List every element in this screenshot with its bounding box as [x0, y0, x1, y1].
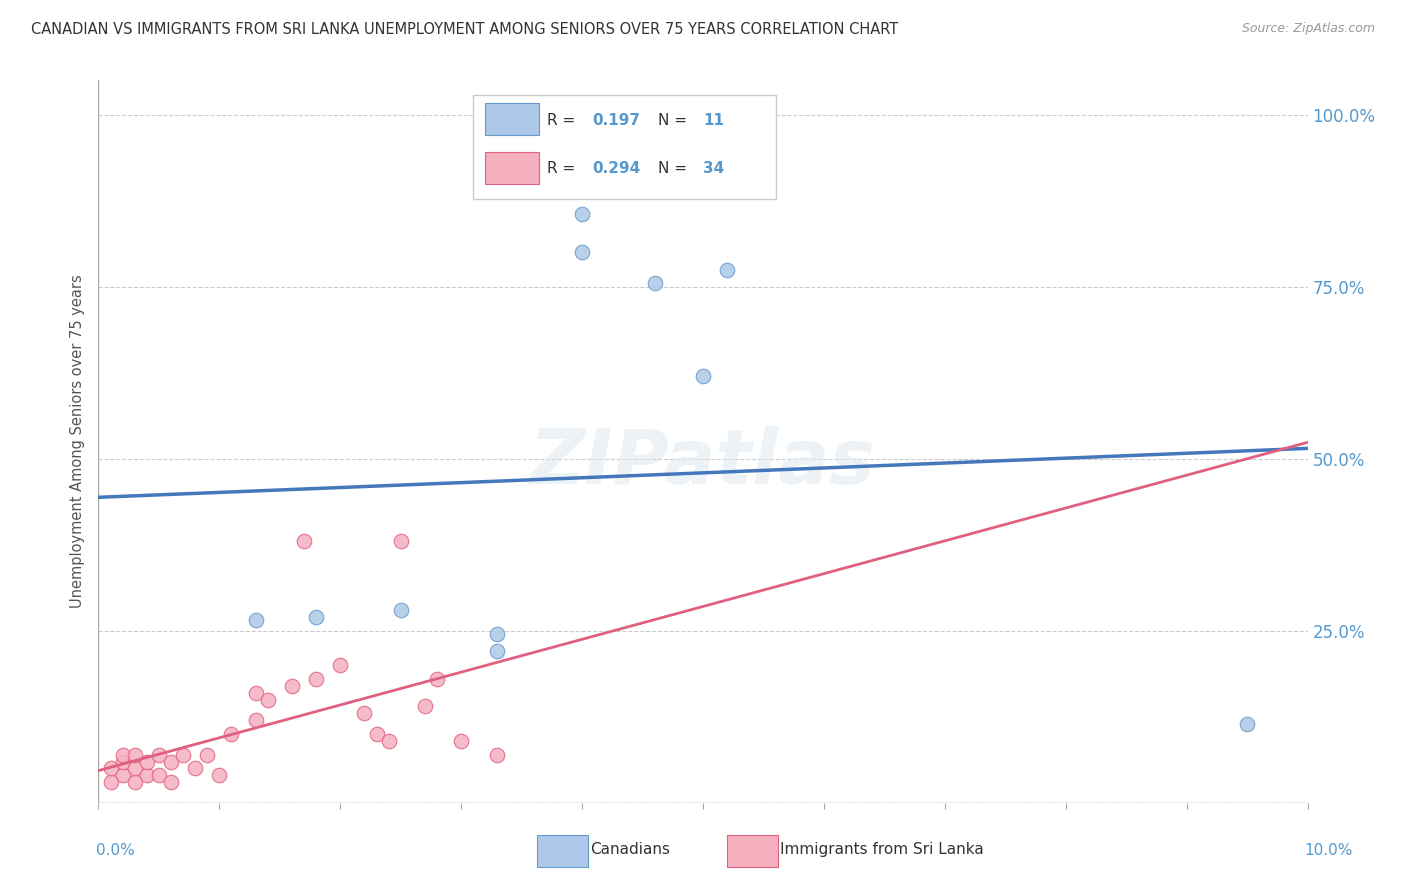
- Text: ZIPatlas: ZIPatlas: [530, 426, 876, 500]
- Point: [100, 761, 122, 775]
- Point: [124, 747, 146, 762]
- Point: [353, 706, 375, 721]
- Text: Immigrants from Sri Lanka: Immigrants from Sri Lanka: [780, 842, 984, 856]
- Text: R =: R =: [547, 112, 581, 128]
- Text: 34: 34: [703, 161, 724, 176]
- Text: R =: R =: [547, 161, 581, 176]
- Point: [245, 686, 267, 700]
- Point: [111, 747, 134, 762]
- Point: [450, 734, 472, 748]
- Point: [208, 768, 231, 782]
- Point: [1236, 716, 1258, 731]
- Text: Source: ZipAtlas.com: Source: ZipAtlas.com: [1241, 22, 1375, 36]
- Point: [389, 603, 412, 617]
- Point: [571, 245, 593, 260]
- Point: [160, 775, 183, 789]
- Point: [644, 277, 666, 291]
- Point: [148, 747, 170, 762]
- Point: [413, 699, 436, 714]
- Point: [245, 614, 267, 628]
- Point: [100, 775, 122, 789]
- Point: [389, 534, 412, 549]
- Text: 0.294: 0.294: [592, 161, 640, 176]
- Point: [329, 658, 352, 673]
- Point: [305, 672, 328, 686]
- Text: Canadians: Canadians: [591, 842, 671, 856]
- Text: 0.197: 0.197: [592, 112, 640, 128]
- Text: 10.0%: 10.0%: [1305, 843, 1353, 858]
- Point: [111, 755, 134, 769]
- FancyBboxPatch shape: [485, 103, 538, 136]
- Point: [486, 627, 509, 641]
- Point: [195, 747, 218, 762]
- Text: N =: N =: [658, 112, 692, 128]
- Point: [716, 262, 738, 277]
- Text: CANADIAN VS IMMIGRANTS FROM SRI LANKA UNEMPLOYMENT AMONG SENIORS OVER 75 YEARS C: CANADIAN VS IMMIGRANTS FROM SRI LANKA UN…: [31, 22, 898, 37]
- Point: [135, 768, 157, 782]
- Point: [486, 644, 509, 658]
- FancyBboxPatch shape: [474, 95, 776, 200]
- Text: 0.0%: 0.0%: [96, 843, 135, 858]
- Text: 11: 11: [703, 112, 724, 128]
- Point: [292, 534, 315, 549]
- Point: [256, 692, 278, 706]
- Point: [692, 369, 714, 384]
- Point: [148, 768, 170, 782]
- Point: [111, 768, 134, 782]
- Point: [172, 747, 194, 762]
- Point: [221, 727, 243, 741]
- Point: [305, 610, 328, 624]
- Text: N =: N =: [658, 161, 692, 176]
- Point: [571, 207, 593, 221]
- Point: [366, 727, 388, 741]
- Point: [184, 761, 207, 775]
- Point: [160, 755, 183, 769]
- Point: [124, 775, 146, 789]
- FancyBboxPatch shape: [485, 152, 538, 184]
- Point: [135, 755, 157, 769]
- Point: [377, 734, 399, 748]
- Point: [486, 747, 509, 762]
- Point: [245, 713, 267, 727]
- Y-axis label: Unemployment Among Seniors over 75 years: Unemployment Among Seniors over 75 years: [70, 275, 86, 608]
- Point: [281, 679, 304, 693]
- Point: [426, 672, 449, 686]
- Point: [124, 761, 146, 775]
